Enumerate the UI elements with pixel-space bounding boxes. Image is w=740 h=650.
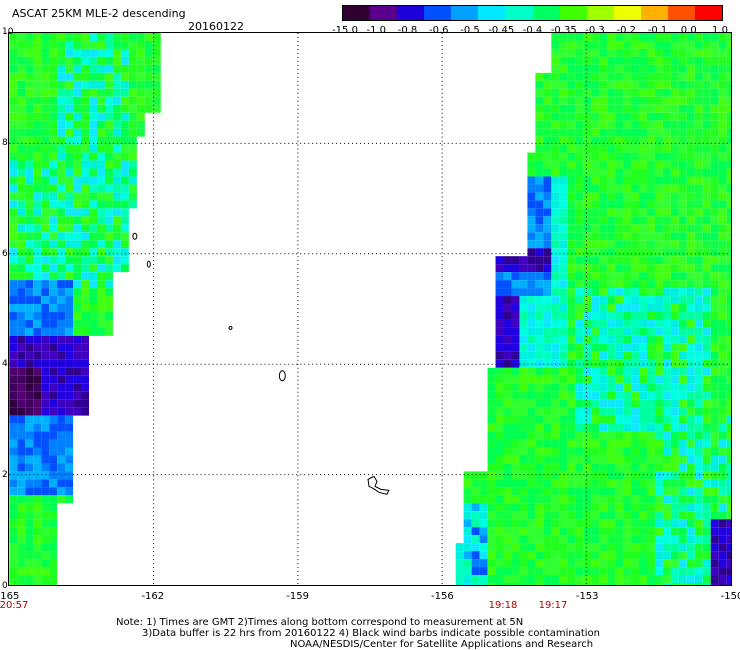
colorbar-segment: [424, 6, 452, 20]
grid-lines: [9, 33, 731, 585]
colorbar-segment: [586, 6, 614, 20]
island-1: [132, 232, 138, 240]
colorbar-tick-label: 0.0: [680, 25, 697, 36]
colorbar-tick-label: -0.4: [522, 25, 543, 36]
island-3: [228, 325, 233, 330]
time-right: 19:17: [538, 600, 568, 611]
colorbar-segment: [613, 6, 641, 20]
island-4: [278, 370, 286, 382]
y-tick-label: 8: [2, 137, 8, 148]
y-tick-label: 2: [2, 470, 8, 481]
time-left: 20:57: [0, 600, 29, 611]
x-tick-label: -150: [720, 591, 740, 602]
swath-data: [9, 33, 731, 585]
y-tick-label: 6: [2, 248, 8, 259]
time-mid: 19:18: [488, 600, 518, 611]
colorbar-segment: [695, 6, 723, 20]
note-line-2: 3)Data buffer is 22 hrs from 20160122 4)…: [142, 628, 600, 639]
x-tick-label: -165: [0, 591, 20, 602]
colorbar-segment: [559, 6, 587, 20]
colorbar-tick-label: -15.0: [332, 25, 358, 36]
colorbar-segment: [478, 6, 506, 20]
colorbar-tick-label: -0.45: [488, 25, 515, 36]
x-tick-label: -159: [286, 591, 309, 602]
x-tick-label: -153: [575, 591, 599, 602]
map-title: ASCAT 25KM MLE-2 descending: [12, 7, 186, 20]
x-tick-label: -156: [431, 591, 454, 602]
colorbar-tick-label: 1.0: [712, 25, 728, 36]
note-line-3: NOAA/NESDIS/Center for Satellite Applica…: [290, 639, 594, 650]
colorbar-segment: [505, 6, 533, 20]
colorbar-tick-label: -0.1: [647, 25, 668, 36]
colorbar-tick-label: -1.0: [366, 25, 387, 36]
colorbar-tick-label: -0.35: [550, 25, 577, 36]
y-tick-label: 10: [2, 27, 14, 37]
x-tick-label: -162: [141, 591, 165, 602]
colorbar-segment: [451, 6, 479, 20]
island-2: [146, 260, 151, 268]
colorbar-segment: [532, 6, 560, 20]
island-5: [367, 475, 390, 495]
colorbar: [342, 5, 723, 21]
map-plot: [8, 32, 732, 586]
y-tick-label: 4: [2, 359, 8, 370]
colorbar-segment: [397, 6, 425, 20]
colorbar-tick-label: -0.3: [585, 25, 605, 36]
colorbar-segment: [667, 6, 696, 20]
colorbar-segment: [370, 6, 398, 20]
colorbar-segment: [343, 6, 371, 20]
colorbar-tick-label: -0.2: [616, 25, 637, 36]
colorbar-tick-label: -0.5: [460, 25, 480, 36]
colorbar-tick-label: -0.6: [428, 25, 449, 36]
y-tick-label: 0: [2, 581, 8, 591]
colorbar-segment: [640, 6, 668, 20]
colorbar-tick-label: -0.8: [397, 25, 418, 36]
island-outlines: [132, 232, 390, 495]
map-date: 20160122: [188, 20, 244, 33]
note-line-1: Note: 1) Times are GMT 2)Times along bot…: [116, 617, 524, 628]
